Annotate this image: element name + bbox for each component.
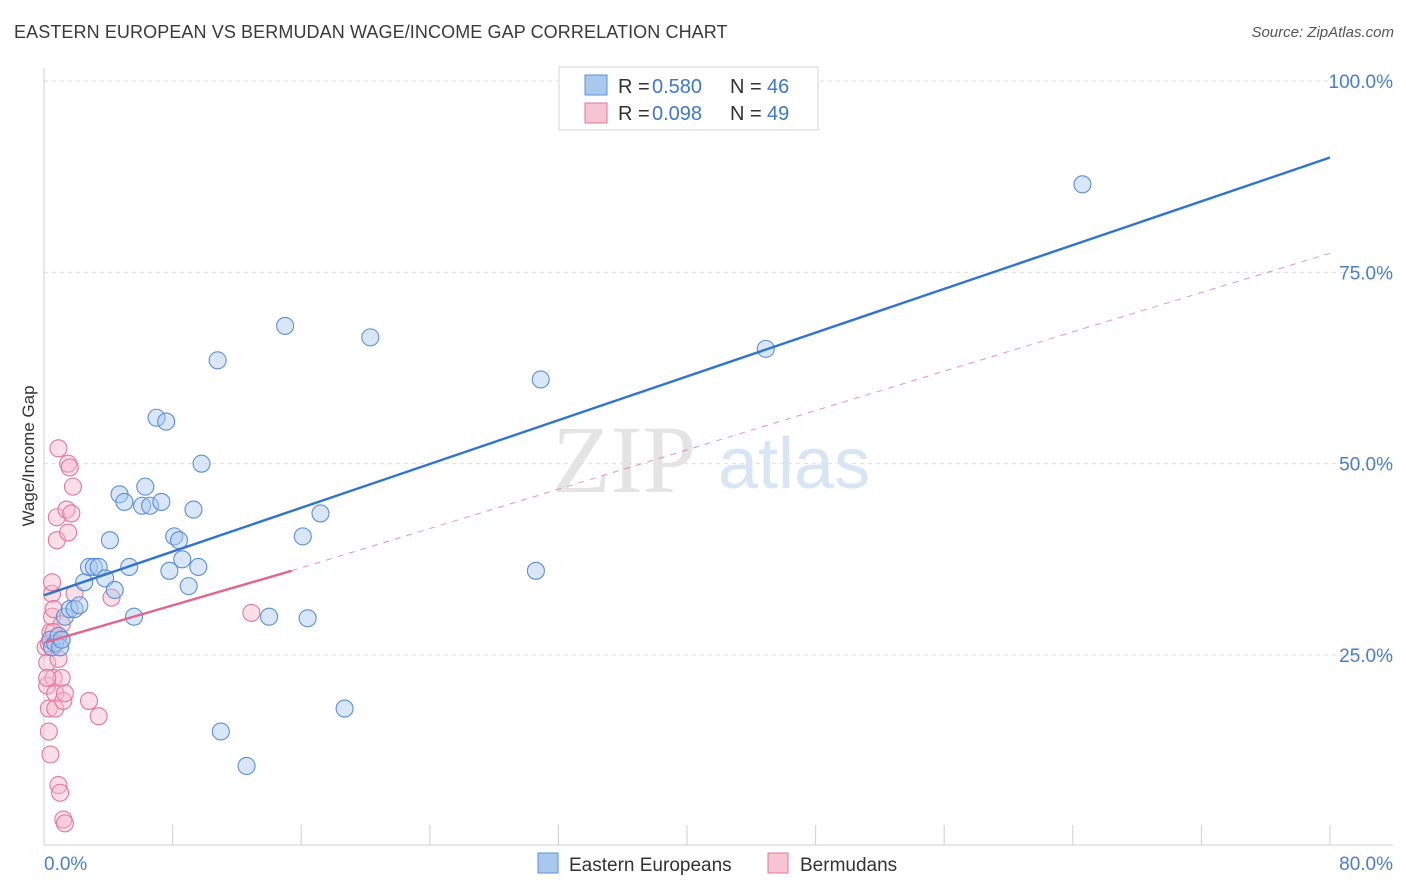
eastern-europeans-point-24 — [147, 408, 166, 427]
bermudans-point-37 — [79, 691, 99, 710]
eastern-europeans-point-44 — [361, 328, 380, 347]
eastern-europeans-point-36 — [211, 722, 230, 741]
watermark-atlas: atlas — [718, 424, 870, 504]
bermudans-point-23 — [55, 684, 74, 703]
bermudans-point-38 — [89, 707, 108, 726]
y-tick-label-1: 50.0% — [1339, 455, 1393, 476]
eastern-europeans-point-35 — [208, 351, 227, 370]
eastern-europeans-point-22 — [136, 477, 155, 496]
legend-swatch-blue — [584, 74, 608, 96]
eastern-europeans-point-26 — [157, 412, 176, 431]
legend-n-label-blue: N = — [730, 76, 762, 98]
bermudans-point-9 — [42, 573, 62, 592]
source-label: Source: ZipAtlas.com — [1251, 24, 1394, 41]
bottom-legend-label-pink: Bermudans — [800, 855, 897, 876]
watermark-zip: ZIP — [552, 406, 696, 513]
x-tick-label-left: 0.0% — [44, 854, 87, 875]
trend-lines — [43, 156, 1331, 644]
stats-legend: R = 0.580 N = 46 R = 0.098 N = 49 — [558, 66, 819, 131]
y-tick-labels: 25.0% 50.0% 75.0% 100.0% — [1329, 72, 1394, 667]
eastern-europeans-point-7 — [60, 600, 79, 619]
eastern-europeans-point-37 — [237, 756, 256, 776]
bermudans-point-29 — [60, 458, 79, 477]
bermudans-point-25 — [55, 814, 74, 833]
bermudans-point-3 — [39, 699, 58, 718]
eastern-europeans-point-23 — [141, 496, 160, 515]
eastern-europeans-point-45 — [531, 370, 550, 389]
series-legend: Eastern Europeans Bermudans — [537, 852, 897, 876]
bermudans-trend-extension — [291, 252, 1331, 572]
eastern-europeans-point-40 — [293, 527, 312, 546]
chart-title: EASTERN EUROPEAN VS BERMUDAN WAGE/INCOME… — [14, 22, 728, 42]
eastern-europeans-trend-line — [43, 156, 1331, 597]
bermudans-trend-line — [43, 569, 292, 644]
legend-r-label-blue: R = — [618, 76, 650, 98]
bottom-legend-label-blue: Eastern Europeans — [569, 855, 732, 876]
bermudans-point-31 — [63, 477, 82, 496]
legend-n-label-pink: N = — [730, 103, 762, 125]
bermudans-point-35 — [49, 649, 68, 668]
grid-lines — [44, 80, 1393, 656]
eastern-europeans-point-39 — [276, 316, 295, 335]
eastern-europeans-point-27 — [160, 561, 179, 580]
eastern-europeans-point-12 — [84, 557, 103, 577]
eastern-europeans-point-25 — [152, 492, 171, 511]
legend-n-value-pink: 49 — [767, 103, 789, 125]
eastern-europeans-point-18 — [115, 492, 134, 511]
bermudans-point-27 — [59, 523, 78, 542]
bermudans-points — [36, 439, 261, 833]
eastern-europeans-points — [41, 175, 1092, 776]
y-tick-label-0: 25.0% — [1339, 646, 1393, 667]
x-tick-label-right: 80.0% — [1339, 854, 1393, 875]
eastern-europeans-point-34 — [192, 454, 211, 473]
bermudans-point-40 — [242, 603, 261, 622]
bermudans-point-17 — [49, 776, 68, 795]
legend-r-value-blue: 0.580 — [652, 76, 702, 98]
y-axis-label: Wage/Income Gap — [19, 385, 38, 526]
eastern-europeans-point-11 — [79, 557, 99, 577]
eastern-europeans-point-46 — [526, 561, 545, 580]
eastern-europeans-point-15 — [100, 531, 119, 550]
eastern-europeans-point-32 — [184, 500, 203, 519]
legend-swatch-pink — [584, 102, 608, 124]
bermudans-point-16 — [49, 439, 68, 458]
y-tick-label-3: 100.0% — [1329, 72, 1394, 93]
bermudans-point-18 — [51, 783, 70, 802]
bermudans-point-19 — [52, 668, 71, 688]
bermudans-point-36 — [38, 668, 57, 688]
bottom-legend-swatch-pink — [767, 852, 789, 874]
watermark: ZIP atlas — [552, 406, 870, 513]
legend-n-value-blue: 46 — [767, 76, 789, 98]
eastern-europeans-point-48 — [1073, 175, 1092, 194]
legend-r-label-pink: R = — [618, 103, 650, 125]
eastern-europeans-point-38 — [259, 607, 279, 626]
bermudans-point-5 — [41, 745, 60, 764]
bermudans-point-15 — [47, 508, 66, 527]
bermudans-point-22 — [54, 691, 73, 710]
legend-r-value-pink: 0.098 — [652, 103, 702, 125]
bottom-legend-swatch-blue — [537, 852, 559, 874]
bermudans-point-30 — [62, 504, 81, 523]
eastern-europeans-point-41 — [298, 609, 317, 628]
eastern-europeans-point-9 — [70, 596, 89, 615]
eastern-europeans-point-43 — [335, 699, 354, 718]
y-tick-label-2: 75.0% — [1339, 263, 1393, 284]
eastern-europeans-point-42 — [311, 504, 330, 523]
eastern-europeans-point-16 — [105, 580, 124, 599]
bermudans-point-7 — [42, 607, 62, 626]
bermudans-point-4 — [39, 722, 58, 741]
eastern-europeans-point-31 — [179, 577, 198, 596]
eastern-europeans-point-33 — [189, 557, 208, 577]
eastern-europeans-point-30 — [173, 550, 192, 569]
